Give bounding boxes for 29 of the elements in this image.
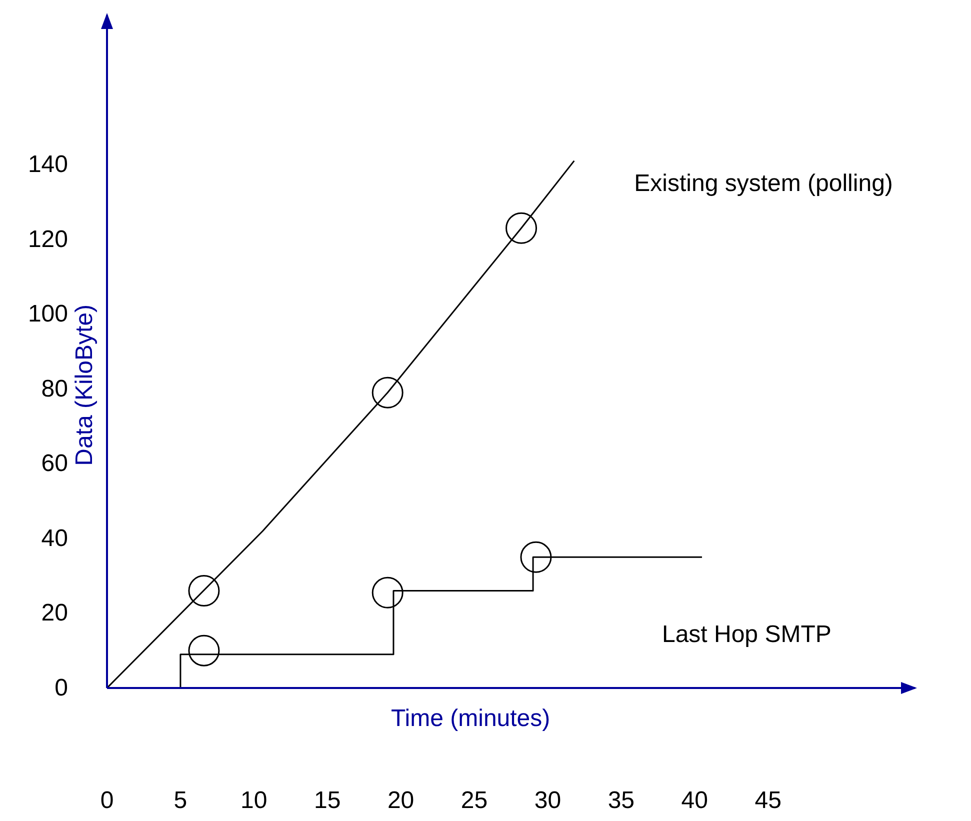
line-series bbox=[107, 160, 575, 688]
y-tick-label: 40 bbox=[41, 524, 68, 552]
x-tick-label: 20 bbox=[387, 787, 414, 814]
y-tick-label: 120 bbox=[28, 226, 68, 253]
y-tick-label: 100 bbox=[28, 300, 68, 328]
x-tick-label: 40 bbox=[681, 787, 708, 814]
point bbox=[372, 376, 404, 408]
y-axis-title: Data (KiloByte) bbox=[71, 304, 98, 466]
x-tick-label: 10 bbox=[240, 787, 268, 814]
point bbox=[520, 541, 552, 573]
point bbox=[188, 634, 220, 666]
x-tick-label: 25 bbox=[460, 787, 488, 814]
x-axis-title: Time (minutes) bbox=[391, 705, 550, 732]
y-tick-label: 140 bbox=[28, 151, 68, 178]
x-tick-label: 45 bbox=[754, 787, 782, 814]
point bbox=[372, 576, 404, 608]
x-tick-label: 0 bbox=[100, 787, 114, 814]
x-tick-label: 35 bbox=[608, 787, 635, 814]
y-tick-label: 0 bbox=[54, 674, 68, 702]
x-tick-label: 5 bbox=[174, 787, 188, 814]
y-tick-label: 20 bbox=[41, 600, 68, 627]
point bbox=[506, 212, 538, 244]
x-tick-label: 15 bbox=[314, 787, 341, 814]
text: Existing system (polling) bbox=[634, 170, 893, 197]
text: Last Hop SMTP bbox=[662, 621, 832, 648]
point bbox=[188, 575, 220, 607]
y-tick-label: 60 bbox=[41, 450, 68, 478]
y-tick-label: 80 bbox=[41, 375, 68, 402]
x-tick-label: 30 bbox=[534, 787, 562, 814]
